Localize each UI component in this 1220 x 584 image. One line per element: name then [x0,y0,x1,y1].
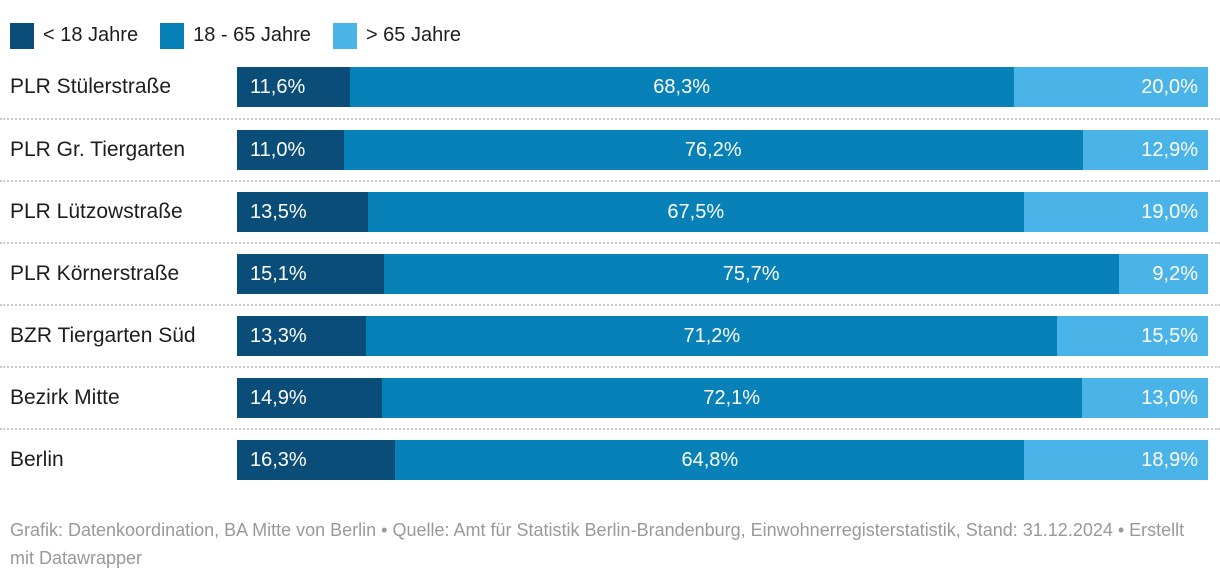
stacked-bar: 14,9% 72,1% 13,0% [237,378,1208,418]
bar-segment: 76,2% [343,130,1083,170]
row-label: PLR Lützowstraße [10,200,183,223]
bar-value-label: 12,9% [1141,138,1198,161]
bar-value-label: 15,1% [250,262,307,285]
bar-segment: 64,8% [395,440,1025,480]
row-label: PLR Stülerstraße [10,75,172,98]
chart-row: Bezirk Mitte 14,9% 72,1% 13,0% [0,366,1220,428]
bar-segment: 11,6% [237,67,350,107]
legend-item-under-18: < 18 Jahre [10,22,139,49]
bar-segment: 14,9% [237,378,382,418]
bar-segment: 15,1% [237,254,384,294]
legend-item-over-65: > 65 Jahre [332,22,462,49]
bar-segment: 19,0% [1023,192,1208,232]
bar-segment: 9,2% [1118,254,1208,294]
chart-row: BZR Tiergarten Süd 13,3% 71,2% 15,5% [0,304,1220,366]
bar-value-label: 11,6% [250,75,306,98]
stacked-bar: 16,3% 64,8% 18,9% [237,440,1208,480]
bar-segment: 11,0% [237,130,344,170]
chart-rows: PLR Stülerstraße 11,6% 68,3% 20,0% PLR Gr. T… [0,56,1220,490]
bar-value-label: 75,7% [722,262,780,285]
bar-value-label: 13,0% [1141,386,1198,409]
row-label: BZR Tiergarten Süd [10,324,196,347]
bar-segment: 68,3% [349,67,1014,107]
legend-swatch-18-to-65 [160,22,185,49]
bar-value-label: 64,8% [681,448,739,471]
bar-value-label: 14,9% [250,386,307,409]
bar-value-label: 71,2% [683,324,741,347]
bar-segment: 12,9% [1082,130,1208,170]
bar-segment: 15,5% [1057,316,1208,356]
legend-swatch-over-65 [332,22,357,49]
row-label: PLR Gr. Tiergarten [10,138,186,161]
chart-row: PLR Körnerstraße 15,1% 75,7% 9,2% [0,242,1220,304]
chart-legend: < 18 Jahre 18 - 65 Jahre > 65 Jahre [0,0,1220,56]
legend-label: 18 - 65 Jahre [193,24,311,46]
chart-row: Berlin 16,3% 64,8% 18,9% [0,428,1220,490]
bar-segment: 67,5% [368,192,1024,232]
chart-row: PLR Lützowstraße 13,5% 67,5% 19,0% [0,180,1220,242]
bar-segment: 72,1% [381,378,1082,418]
bar-value-label: 76,2% [684,138,742,161]
row-label: Bezirk Mitte [10,386,120,409]
bar-segment: 16,3% [237,440,396,480]
bar-segment: 13,5% [237,192,369,232]
chart-row: PLR Gr. Tiergarten 11,0% 76,2% 12,9% [0,118,1220,180]
stacked-bar: 13,3% 71,2% 15,5% [237,316,1208,356]
row-label: PLR Körnerstraße [10,262,180,285]
chart-row: PLR Stülerstraße 11,6% 68,3% 20,0% [0,56,1220,118]
legend-label: < 18 Jahre [43,24,139,46]
bar-segment: 13,3% [237,316,367,356]
bar-segment: 20,0% [1013,67,1208,107]
bar-value-label: 13,5% [250,200,307,223]
legend-swatch-under-18 [10,22,34,49]
bar-segment: 71,2% [366,316,1058,356]
bar-value-label: 15,5% [1141,324,1198,347]
stacked-bar: 11,6% 68,3% 20,0% [237,67,1208,107]
legend-item-18-to-65: 18 - 65 Jahre [160,22,311,49]
chart-footer: Grafik: Datenkoordination, BA Mitte von … [10,520,1185,568]
bar-segment: 18,9% [1024,440,1208,480]
bar-value-label: 9,2% [1152,262,1198,285]
bar-value-label: 72,1% [703,386,761,409]
bar-value-label: 68,3% [653,75,711,98]
stacked-bar: 11,0% 76,2% 12,9% [237,130,1208,170]
bar-value-label: 19,0% [1141,200,1198,223]
bar-value-label: 16,3% [250,448,307,471]
bar-segment: 13,0% [1081,378,1208,418]
bar-value-label: 18,9% [1141,448,1198,471]
bar-value-label: 67,5% [667,200,725,223]
bar-segment: 75,7% [383,254,1119,294]
row-label: Berlin [10,448,64,471]
bar-value-label: 13,3% [250,324,307,347]
stacked-bar: 13,5% 67,5% 19,0% [237,192,1208,232]
legend-label: > 65 Jahre [365,24,462,46]
bar-value-label: 20,0% [1141,75,1198,98]
stacked-bar: 15,1% 75,7% 9,2% [237,254,1208,294]
bar-value-label: 11,0% [250,138,306,161]
